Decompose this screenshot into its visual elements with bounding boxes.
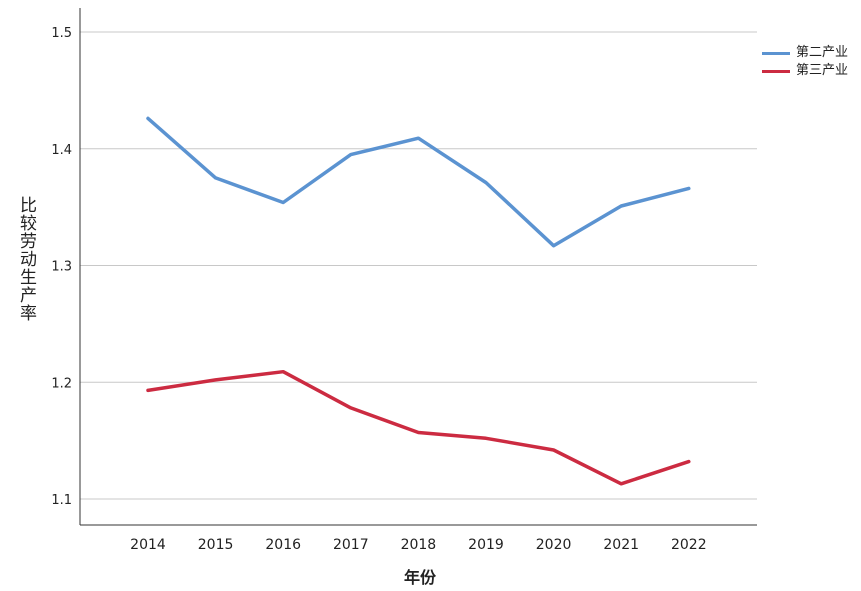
y-tick-label: 1.2 [51, 376, 72, 391]
series-line-2 [146, 369, 691, 486]
series-line-1 [146, 116, 691, 248]
legend-item-series-2: 第三产业 [762, 62, 848, 80]
legend-swatch [762, 69, 790, 73]
x-tick-label: 2020 [536, 537, 572, 553]
y-tick-label: 1.3 [51, 260, 72, 275]
x-tick-labels: 2014 2015 2016 2017 2018 2019 2020 2021 2022 [130, 537, 706, 553]
gridlines [80, 31, 757, 500]
x-tick-label: 2021 [603, 537, 639, 553]
x-tick-label: 2019 [468, 537, 504, 553]
legend-item-series-1: 第二产业 [762, 44, 848, 62]
legend: 第二产业 第三产业 [762, 44, 848, 80]
legend-label: 第三产业 [796, 63, 849, 78]
y-tick-label: 1.4 [51, 143, 72, 158]
legend-label: 第二产业 [796, 45, 849, 60]
legend-swatch [762, 51, 790, 55]
x-tick-label: 2016 [265, 537, 301, 553]
series-lines [146, 116, 691, 486]
x-tick-label: 2014 [130, 537, 166, 553]
y-tick-label: 1.1 [51, 493, 72, 508]
y-tick-label: 1.5 [51, 26, 72, 41]
x-axis-title: 年份 [403, 568, 436, 587]
x-tick-label: 2017 [333, 537, 369, 553]
x-tick-label: 2015 [198, 537, 234, 553]
x-tick-label: 2022 [671, 537, 707, 553]
x-tick-label: 2018 [401, 537, 437, 553]
y-tick-labels: 1.1 1.2 1.3 1.4 1.5 [51, 26, 72, 508]
axes [79, 8, 757, 526]
y-axis-title: 比较劳动生产率 [16, 196, 36, 322]
